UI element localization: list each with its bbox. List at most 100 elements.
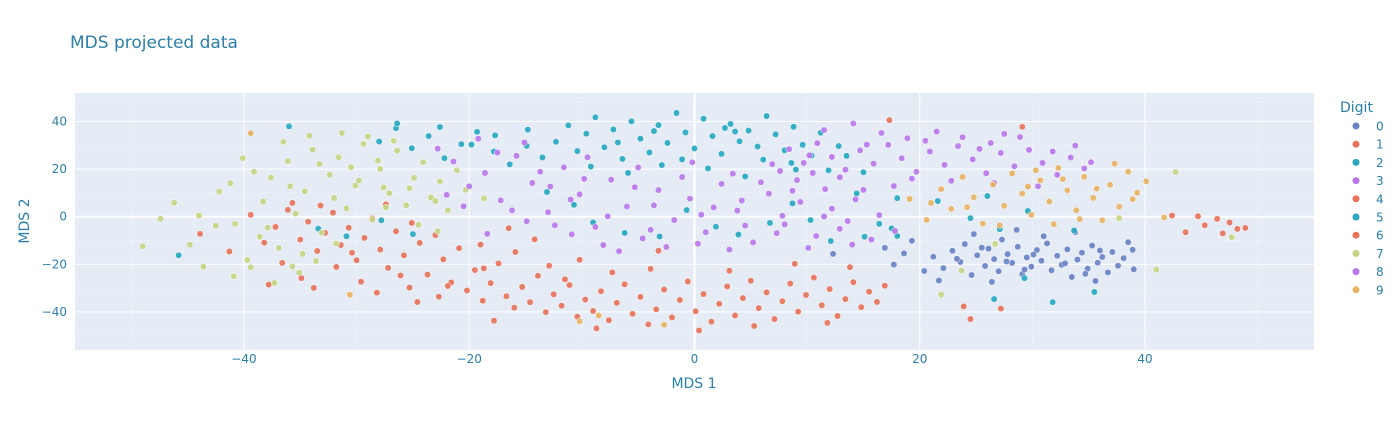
legend-item-8[interactable]: 8 xyxy=(1352,265,1384,279)
point-digit-7 xyxy=(359,140,367,148)
point-digit-1 xyxy=(826,285,834,293)
legend-item-7[interactable]: 7 xyxy=(1352,247,1384,261)
point-digit-8 xyxy=(523,217,531,225)
point-digit-8 xyxy=(670,216,678,224)
point-digit-3 xyxy=(1087,158,1095,166)
point-digit-2 xyxy=(843,152,851,160)
legend[interactable]: Digit 0 1 2 3 4 5 6 7 8 9 xyxy=(1340,100,1384,297)
point-digit-0 xyxy=(1104,268,1112,276)
x-tick-label: 20 xyxy=(912,352,927,366)
point-digit-7 xyxy=(230,272,238,280)
legend-label: 9 xyxy=(1376,283,1384,297)
point-digit-1 xyxy=(802,291,810,299)
point-digit-1 xyxy=(739,294,747,302)
point-digit-9 xyxy=(1063,186,1071,194)
point-digit-3 xyxy=(933,128,941,136)
point-digit-2 xyxy=(731,128,739,136)
point-digit-9 xyxy=(660,321,668,329)
legend-items[interactable]: 0 1 2 3 4 5 6 7 8 9 xyxy=(1352,120,1384,298)
point-digit-1 xyxy=(471,266,479,274)
point-digit-1 xyxy=(310,284,318,292)
x-tick-label: −40 xyxy=(231,352,256,366)
legend-item-9[interactable]: 9 xyxy=(1352,283,1384,297)
point-digit-5 xyxy=(792,166,800,174)
y-axis-ticks: −40 −20 0 20 40 xyxy=(42,115,67,319)
point-digit-3 xyxy=(1016,133,1024,141)
point-digit-9 xyxy=(963,203,971,211)
point-digit-1 xyxy=(629,310,636,318)
legend-label: 1 xyxy=(1376,138,1384,152)
point-digit-3 xyxy=(813,139,821,147)
point-digit-5 xyxy=(175,251,183,259)
point-digit-1 xyxy=(723,283,731,290)
point-digit-0 xyxy=(973,251,981,259)
point-digit-1 xyxy=(439,255,447,263)
point-digit-8 xyxy=(710,204,718,211)
point-digit-1 xyxy=(526,298,534,306)
point-digit-5 xyxy=(1049,298,1057,306)
data-points xyxy=(139,109,1249,334)
x-tick-label: 40 xyxy=(1137,352,1152,366)
legend-item-5[interactable]: 5 xyxy=(1352,211,1384,225)
point-digit-1 xyxy=(534,272,542,280)
legend-item-1[interactable]: 1 xyxy=(1352,138,1384,152)
point-digit-7 xyxy=(275,244,283,252)
point-digit-8 xyxy=(551,221,559,229)
point-digit-2 xyxy=(655,121,662,129)
point-digit-7 xyxy=(295,269,303,277)
point-digit-0 xyxy=(929,253,937,261)
y-axis-label: MDS 2 xyxy=(17,198,33,243)
point-digit-9 xyxy=(1133,189,1141,197)
legend-item-3[interactable]: 3 xyxy=(1352,174,1384,188)
point-digit-1 xyxy=(284,206,292,214)
point-digit-2 xyxy=(704,164,712,172)
point-digit-3 xyxy=(793,176,801,184)
point-digit-8 xyxy=(812,232,820,240)
point-digit-1 xyxy=(561,275,569,283)
point-digit-8 xyxy=(804,244,812,252)
point-digit-8 xyxy=(434,145,442,153)
point-digit-1 xyxy=(1201,221,1209,229)
point-digit-0 xyxy=(990,255,998,263)
legend-item-2[interactable]: 2 xyxy=(1352,156,1384,170)
point-digit-9 xyxy=(947,205,955,213)
point-digit-1 xyxy=(455,244,463,252)
point-digit-8 xyxy=(631,183,639,191)
point-digit-1 xyxy=(490,317,498,325)
point-digit-8 xyxy=(809,169,817,177)
point-digit-1 xyxy=(545,262,553,270)
point-digit-1 xyxy=(477,241,484,249)
point-digit-8 xyxy=(875,211,883,219)
point-digit-2 xyxy=(440,154,448,162)
point-digit-7 xyxy=(243,256,251,264)
point-digit-8 xyxy=(493,149,501,156)
point-digit-9 xyxy=(1008,169,1016,177)
point-digit-1 xyxy=(881,282,889,290)
point-digit-1 xyxy=(794,308,802,316)
point-digit-1 xyxy=(332,263,340,271)
point-digit-1 xyxy=(313,247,321,255)
legend-item-6[interactable]: 6 xyxy=(1352,229,1384,243)
point-digit-2 xyxy=(754,143,762,150)
point-digit-0 xyxy=(1094,259,1102,267)
point-digit-8 xyxy=(513,152,520,160)
point-digit-1 xyxy=(755,304,763,312)
point-digit-7 xyxy=(299,250,306,258)
point-digit-8 xyxy=(844,217,852,225)
point-digit-8 xyxy=(546,183,554,190)
point-digit-0 xyxy=(881,244,889,252)
point-digit-2 xyxy=(457,140,465,148)
point-digit-2 xyxy=(825,166,832,174)
legend-item-0[interactable]: 0 xyxy=(1352,120,1384,134)
point-digit-2 xyxy=(709,132,716,140)
point-digit-9 xyxy=(1024,183,1032,190)
point-digit-9 xyxy=(979,220,987,228)
point-digit-9 xyxy=(1080,173,1088,181)
point-digit-0 xyxy=(1098,253,1106,261)
point-digit-1 xyxy=(397,272,404,279)
point-digit-1 xyxy=(542,308,550,316)
point-digit-9 xyxy=(1098,216,1106,224)
point-digit-7 xyxy=(385,189,393,197)
point-digit-1 xyxy=(373,289,381,297)
legend-item-4[interactable]: 4 xyxy=(1352,192,1384,206)
